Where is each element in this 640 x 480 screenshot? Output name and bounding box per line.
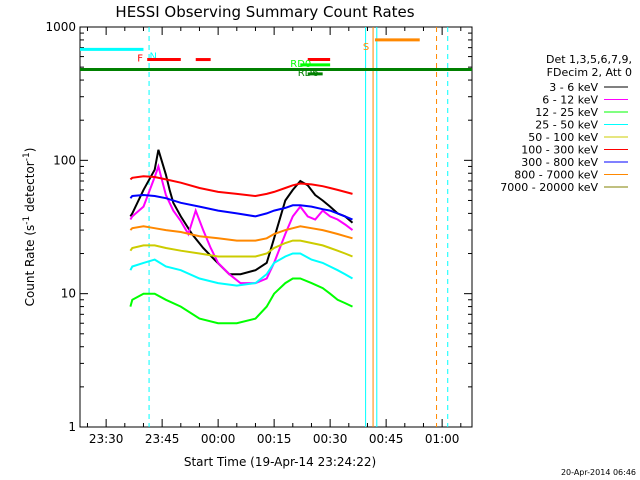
chart-title: HESSI Observing Summary Count Rates bbox=[115, 3, 414, 21]
y-axis-label-mid: detector bbox=[23, 161, 37, 216]
y-tick-label: 1000 bbox=[45, 20, 76, 34]
series-line bbox=[129, 162, 354, 285]
x-axis-label: Start Time (19-Apr-14 23:24:22) bbox=[184, 455, 376, 469]
x-tick-label: 23:30 bbox=[89, 432, 124, 446]
x-tick-label: 00:45 bbox=[369, 432, 404, 446]
legend-label: 50 - 100 keV bbox=[528, 131, 598, 144]
legend-label: 6 - 12 keV bbox=[542, 94, 598, 107]
x-axis: 23:30 23:45 00:00 00:15 00:30 00:45 01:00 bbox=[86, 27, 462, 446]
series-line bbox=[129, 175, 353, 198]
x-tick-label: 00:30 bbox=[313, 432, 348, 446]
y-tick-label: 100 bbox=[53, 153, 76, 167]
y-axis-label-sup2: -1 bbox=[22, 152, 32, 161]
flag-label: N bbox=[149, 51, 156, 62]
series-line bbox=[129, 193, 353, 221]
flag-label: RD0 bbox=[290, 59, 311, 70]
x-tick-label: 00:00 bbox=[201, 432, 236, 446]
legend-label: 300 - 800 keV bbox=[521, 156, 598, 169]
series-line bbox=[129, 252, 354, 287]
y-axis-label-end: ) bbox=[23, 148, 37, 153]
x-tick-label: 00:15 bbox=[257, 432, 292, 446]
plot-frame bbox=[79, 26, 473, 428]
y-tick-label: 10 bbox=[61, 287, 76, 301]
series-group bbox=[129, 149, 354, 325]
y-axis-label: Count Rate (s-1 detector-1) bbox=[22, 148, 37, 307]
y-axis-label-main: Count Rate (s bbox=[23, 225, 37, 307]
legend-label: 25 - 50 keV bbox=[535, 119, 598, 132]
legend-label: 3 - 6 keV bbox=[549, 81, 598, 94]
legend-header-2: FDecim 2, Att 0 bbox=[547, 66, 632, 79]
series-line bbox=[129, 149, 354, 276]
legend-label: 800 - 7000 keV bbox=[514, 169, 598, 182]
legend: Det 1,3,5,6,7,9, FDecim 2, Att 0 3 - 6 k… bbox=[500, 53, 632, 194]
y-tick-label: 1 bbox=[68, 420, 76, 434]
y-axis: 1 10 100 1000 bbox=[45, 20, 472, 434]
legend-label: 12 - 25 keV bbox=[535, 106, 598, 119]
legend-header-1: Det 1,3,5,6,7,9, bbox=[546, 53, 632, 66]
y-axis-label-sup1: -1 bbox=[22, 216, 32, 225]
flag-label: S bbox=[363, 42, 369, 53]
flag-label: RD6 bbox=[298, 68, 319, 79]
footer-date: 20-Apr-2014 06:46 bbox=[561, 468, 636, 477]
legend-label: 100 - 300 keV bbox=[521, 144, 598, 157]
flag-label: F bbox=[137, 54, 143, 65]
series-line bbox=[129, 239, 353, 258]
legend-label: 7000 - 20000 keV bbox=[500, 181, 598, 194]
series-line bbox=[129, 277, 353, 325]
x-tick-label: 23:45 bbox=[145, 432, 180, 446]
series-line bbox=[129, 225, 353, 242]
x-tick-label: 01:00 bbox=[425, 432, 460, 446]
